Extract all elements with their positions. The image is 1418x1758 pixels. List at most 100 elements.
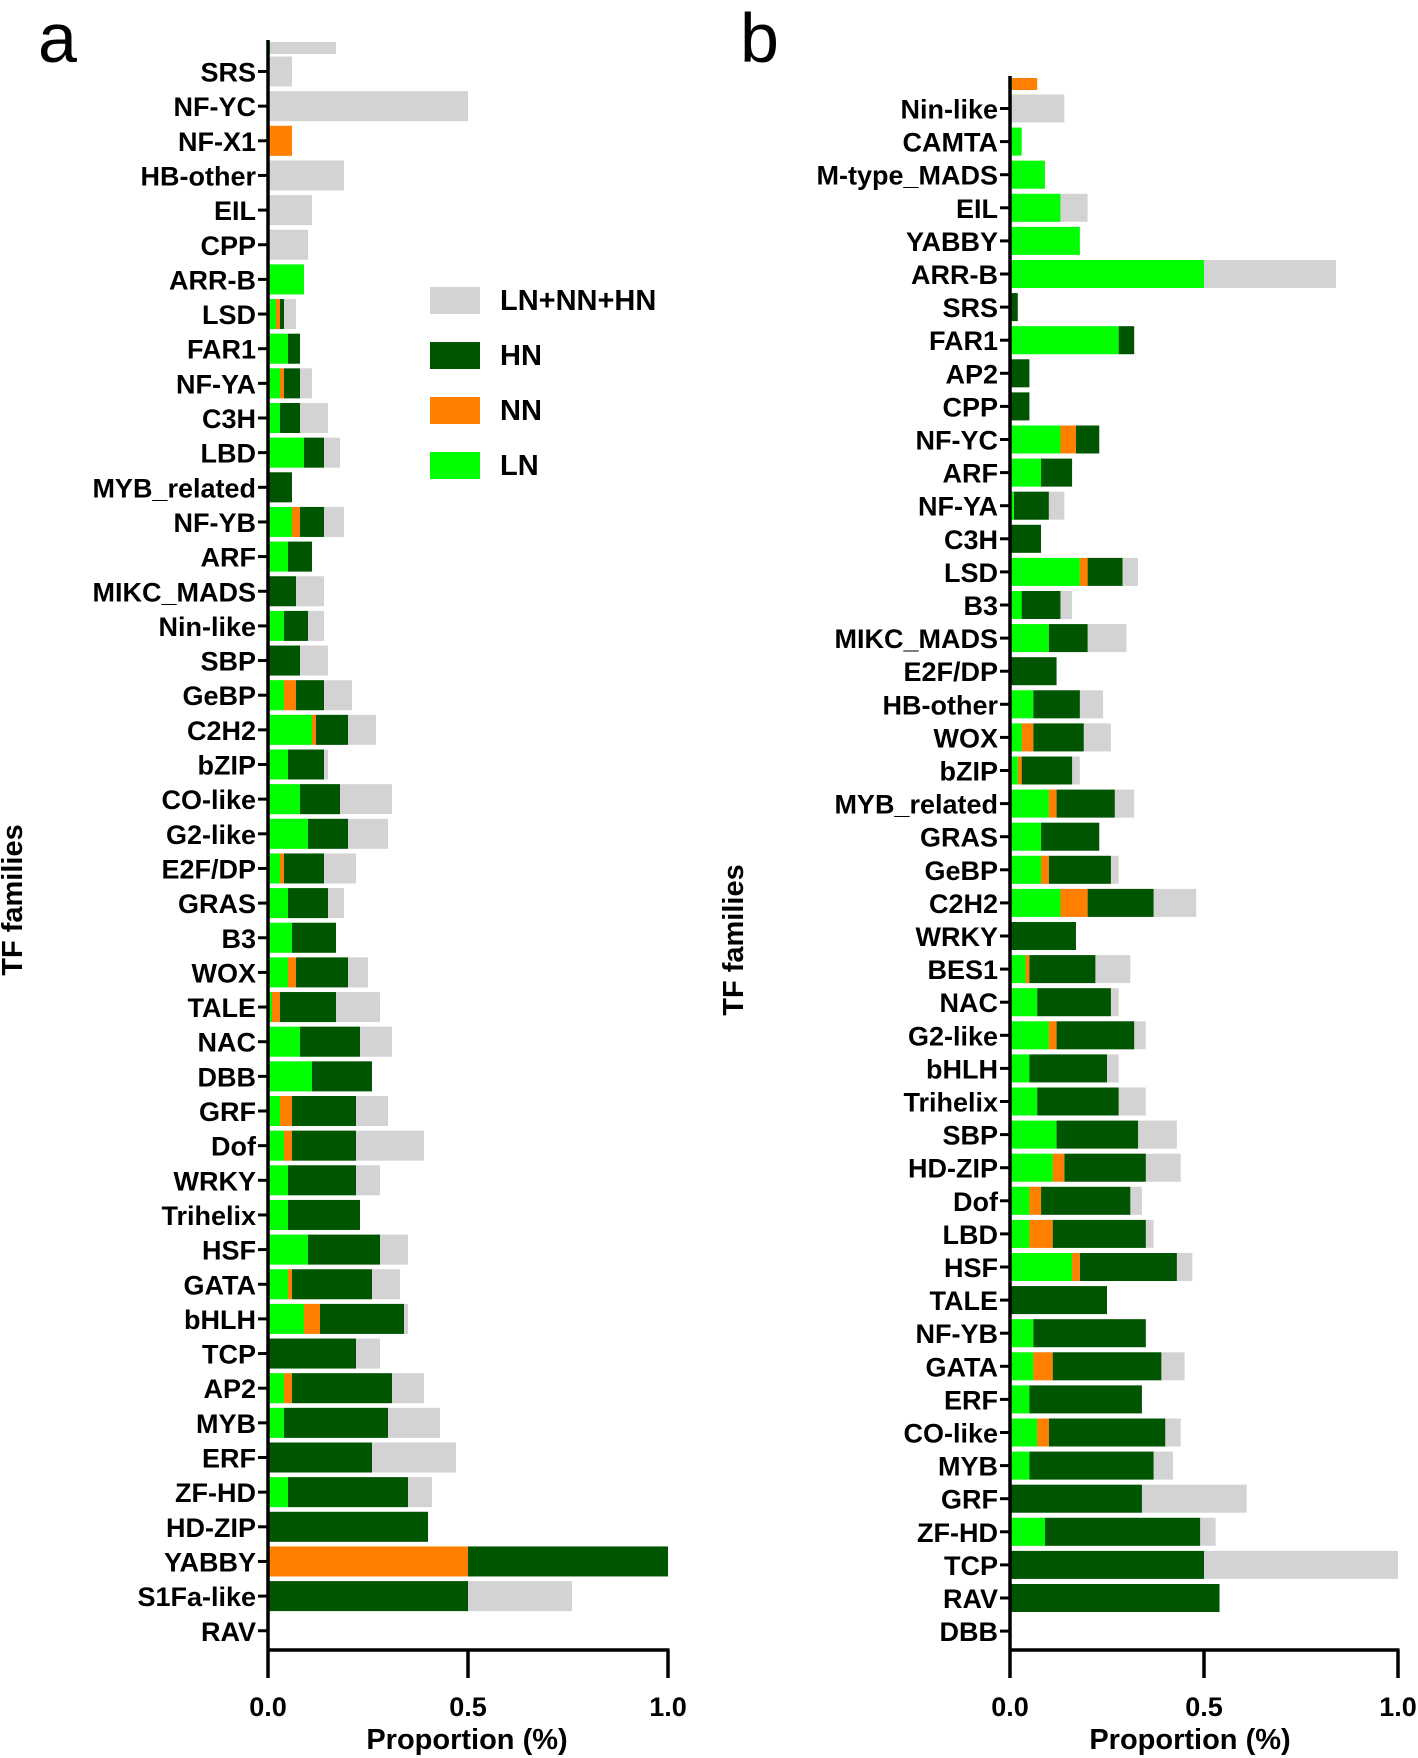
legend-swatch-ln: [430, 452, 480, 479]
category-label-eil: EIL: [956, 194, 998, 224]
category-label-lbd: LBD: [943, 1220, 999, 1250]
bar-nn-lsd: [276, 299, 280, 330]
bar-hn-far1: [288, 333, 300, 364]
bar-nn-gata: [288, 1269, 292, 1300]
bar-ln-arr-b: [1010, 260, 1204, 288]
bar-total-srs: [268, 56, 292, 87]
category-label-gebp: GeBP: [182, 681, 256, 711]
bar-ln-erf: [1010, 1385, 1030, 1414]
category-label-co-like: CO-like: [161, 785, 256, 815]
category-label-tale: TALE: [930, 1286, 999, 1316]
category-label-tcp: TCP: [202, 1340, 256, 1370]
bar-hn-erf: [1029, 1385, 1142, 1414]
category-label-rav: RAV: [201, 1617, 256, 1647]
bar-hn-nf-ya: [1013, 491, 1049, 520]
top-stub-nn-bar: [1010, 78, 1038, 90]
legend-label-hn: HN: [500, 340, 542, 372]
legend: LN+NN+HN HN NN LN: [430, 285, 656, 482]
bar-hn-hb-other: [1033, 690, 1080, 719]
legend-swatch-nn: [430, 397, 480, 424]
panel-a: a SRS NF-YC NF-X1 HB-other EIL CPP ARR-B LSD FAR…: [0, 0, 687, 1756]
bar-nn-dof: [1029, 1186, 1042, 1215]
bar-hn-hsf: [308, 1234, 380, 1265]
bar-ln-dof: [268, 1130, 284, 1161]
x-tick-label: 1.0: [649, 1692, 687, 1722]
x-tick-label: 1.0: [1379, 1692, 1417, 1722]
bar-ln-gebp: [268, 680, 284, 711]
category-label-co-like: CO-like: [903, 1419, 998, 1449]
category-label-cpp: CPP: [942, 392, 998, 422]
bar-nn-yabby: [268, 1546, 468, 1577]
bar-hn-trihelix: [1037, 1087, 1119, 1116]
panel-b-y-axis-title: TF families: [718, 864, 750, 1016]
bar-hn-nf-yb: [300, 506, 324, 537]
category-label-arf: ARF: [201, 543, 257, 573]
bar-hn-c3h: [280, 403, 300, 433]
category-label-bhlh: bHLH: [926, 1054, 998, 1084]
category-label-b3: B3: [963, 591, 998, 621]
bar-hn-mikc-mads: [268, 576, 296, 607]
bar-hn-tcp: [1010, 1550, 1204, 1579]
bar-nn-bzip: [1017, 756, 1022, 785]
bar-hn-cpp: [1010, 392, 1030, 421]
bar-ln-bzip: [1010, 756, 1018, 785]
bar-nn-co-like: [1037, 1418, 1049, 1447]
category-label-c3h: C3H: [202, 404, 256, 434]
category-label-nin-like: Nin-like: [158, 612, 256, 642]
bar-hn-lsd: [280, 299, 284, 330]
bar-nn-ap2: [284, 1373, 292, 1404]
category-label-srs: SRS: [200, 58, 256, 88]
category-label-dbb: DBB: [940, 1617, 999, 1647]
bar-ln-nf-yb: [268, 506, 292, 537]
bar-ln-arf: [1010, 458, 1042, 487]
bar-hn-bhlh: [320, 1303, 404, 1334]
bar-ln-bhlh: [268, 1303, 304, 1334]
bar-hn-dbb: [312, 1061, 372, 1092]
bar-ln-bhlh: [1010, 1054, 1030, 1083]
bar-hn-myb: [1029, 1451, 1154, 1480]
bar-nn-tale: [272, 992, 280, 1023]
bar-ln-myb: [268, 1407, 284, 1438]
category-label-c2h2: C2H2: [929, 889, 998, 919]
bar-nn-gebp: [1041, 855, 1049, 884]
bar-nn-c2h2: [1060, 888, 1088, 917]
bar-ln-yabby: [1010, 226, 1080, 255]
bar-hn-zf-hd: [1044, 1517, 1201, 1546]
category-label-grf: GRF: [199, 1097, 256, 1127]
bar-ln-lbd: [1010, 1219, 1030, 1248]
bar-hn-nf-yc: [1075, 425, 1100, 454]
bar-ln-wrky: [268, 1165, 288, 1196]
x-tick-label: 0.5: [1185, 1692, 1223, 1722]
bar-nn-wox: [288, 957, 296, 988]
bar-hn-wox: [296, 957, 348, 988]
category-label-gras: GRAS: [178, 889, 256, 919]
bar-ln-arf: [268, 541, 288, 572]
bar-ln-gras: [1010, 822, 1042, 851]
bar-ln-c3h: [268, 403, 280, 433]
bar-ln-far1: [1010, 326, 1119, 355]
bar-hn-bes1: [1029, 955, 1096, 984]
panel-a-bars: [268, 42, 668, 1612]
category-label-erf: ERF: [944, 1385, 998, 1415]
category-label-dof: Dof: [211, 1132, 257, 1162]
bar-hn-tale: [1010, 1286, 1107, 1315]
bar-hn-c3h: [1010, 524, 1042, 553]
bar-hn-bhlh: [1029, 1054, 1107, 1083]
bar-ln-b3: [268, 922, 292, 953]
bar-hn-srs: [1010, 293, 1018, 322]
bar-nn-wox: [1021, 723, 1034, 752]
bar-hn-gras: [1041, 822, 1100, 851]
bar-ln-myb: [1010, 1451, 1030, 1480]
bar-nn-e2f-dp: [280, 853, 284, 884]
category-label-wox: WOX: [934, 723, 999, 753]
panel-b-axes: [1000, 76, 1400, 1652]
bar-hn-co-like: [300, 784, 340, 815]
bar-ln-bes1: [1010, 955, 1026, 984]
category-label-myb-related: MYB_related: [92, 473, 256, 503]
category-label-gras: GRAS: [920, 823, 998, 853]
top-stub-total-bar: [268, 42, 336, 54]
panel-a-x-axis-title: Proportion (%): [366, 1724, 567, 1756]
bar-hn-hd-zip: [1064, 1153, 1146, 1182]
bar-hn-wrky: [1010, 922, 1076, 950]
bar-hn-tale: [280, 992, 336, 1023]
